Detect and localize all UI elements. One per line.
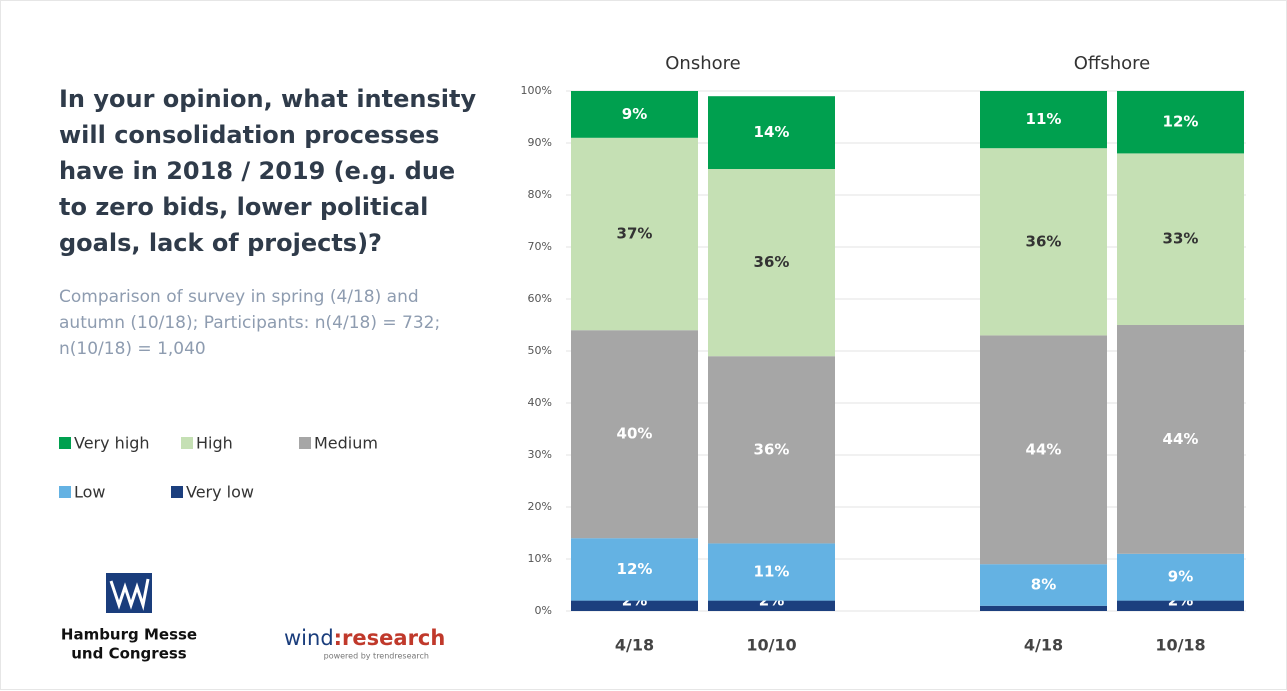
- bar-segment: [708, 169, 835, 357]
- data-label: 36%: [1026, 232, 1062, 250]
- y-tick-label: 0%: [535, 604, 552, 617]
- logo-text: wind: [284, 626, 334, 650]
- bar-segment: [1117, 91, 1244, 154]
- data-label: 36%: [754, 253, 790, 271]
- y-tick-label: 70%: [528, 240, 552, 253]
- data-label: 33%: [1163, 230, 1199, 248]
- data-label: 37%: [617, 225, 653, 243]
- y-tick-label: 50%: [528, 344, 552, 357]
- bar-segment: [980, 148, 1107, 336]
- data-label: 11%: [1026, 110, 1062, 128]
- data-label: 11%: [754, 563, 790, 581]
- data-label: 9%: [622, 105, 647, 123]
- y-tick-label: 20%: [528, 500, 552, 513]
- data-label: 12%: [1163, 113, 1199, 131]
- bar-segment: [1117, 553, 1244, 601]
- legend-label: Low: [74, 483, 106, 502]
- wind-logo: wind:research powered by trendresearch: [284, 626, 445, 661]
- hmc-logo: Hamburg Messe und Congress: [61, 573, 197, 663]
- legend-label: Very high: [74, 434, 150, 453]
- bar-segment: [708, 543, 835, 601]
- y-tick-label: 40%: [528, 396, 552, 409]
- x-tick-label: 4/18: [1024, 636, 1063, 655]
- legend-swatch: [59, 486, 71, 498]
- x-tick-label: 10/18: [1155, 636, 1205, 655]
- logo-text: wind:research: [284, 626, 445, 650]
- legend-label: High: [196, 434, 233, 453]
- bar-segment: [571, 91, 698, 138]
- y-tick-label: 60%: [528, 292, 552, 305]
- x-tick-label: 4/18: [615, 636, 654, 655]
- bar-segment: [571, 330, 698, 539]
- legend-swatch: [59, 437, 71, 449]
- group-label: Offshore: [1074, 53, 1150, 74]
- data-label: 14%: [754, 123, 790, 141]
- data-label: 44%: [1163, 430, 1199, 448]
- logo-text: Hamburg Messe: [61, 626, 197, 644]
- y-tick-label: 100%: [521, 84, 552, 97]
- y-tick-label: 90%: [528, 136, 552, 149]
- bar-segment: [980, 91, 1107, 149]
- legend-label: Very low: [186, 483, 254, 502]
- bar-segment: [980, 564, 1107, 606]
- bar-segment: [980, 335, 1107, 565]
- data-label: 36%: [754, 440, 790, 458]
- legend-label: Medium: [314, 434, 378, 453]
- logo-icon: [109, 578, 150, 611]
- logo-text: und Congress: [71, 645, 187, 663]
- legend-swatch: [181, 437, 193, 449]
- bar-segment: [571, 137, 698, 331]
- x-tick-label: 10/10: [746, 636, 796, 655]
- data-label: 9%: [1168, 568, 1193, 586]
- data-label: 12%: [617, 560, 653, 578]
- bar-segment: [1117, 153, 1244, 325]
- y-tick-label: 10%: [528, 552, 552, 565]
- bar-segment: [1117, 600, 1244, 611]
- logo-text: powered by trendresearch: [324, 652, 429, 661]
- legend-swatch: [171, 486, 183, 498]
- y-tick-label: 30%: [528, 448, 552, 461]
- bar-segment: [980, 605, 1107, 611]
- chart-title: In your opinion, what intensity will con…: [59, 85, 477, 257]
- bar-segment: [708, 600, 835, 611]
- bar-segment: [708, 96, 835, 169]
- y-tick-label: 80%: [528, 188, 552, 201]
- data-label: 8%: [1031, 576, 1056, 594]
- data-label: 44%: [1026, 440, 1062, 458]
- bar-segment: [1117, 325, 1244, 554]
- bar-segment: [571, 600, 698, 611]
- chart-subtitle: Comparison of survey in spring (4/18) an…: [59, 287, 441, 359]
- legend-swatch: [299, 437, 311, 449]
- logo-text: :research: [334, 626, 446, 650]
- group-label: Onshore: [665, 53, 740, 74]
- bar-segment: [571, 538, 698, 601]
- bar-segment: [708, 356, 835, 544]
- data-label: 40%: [617, 425, 653, 443]
